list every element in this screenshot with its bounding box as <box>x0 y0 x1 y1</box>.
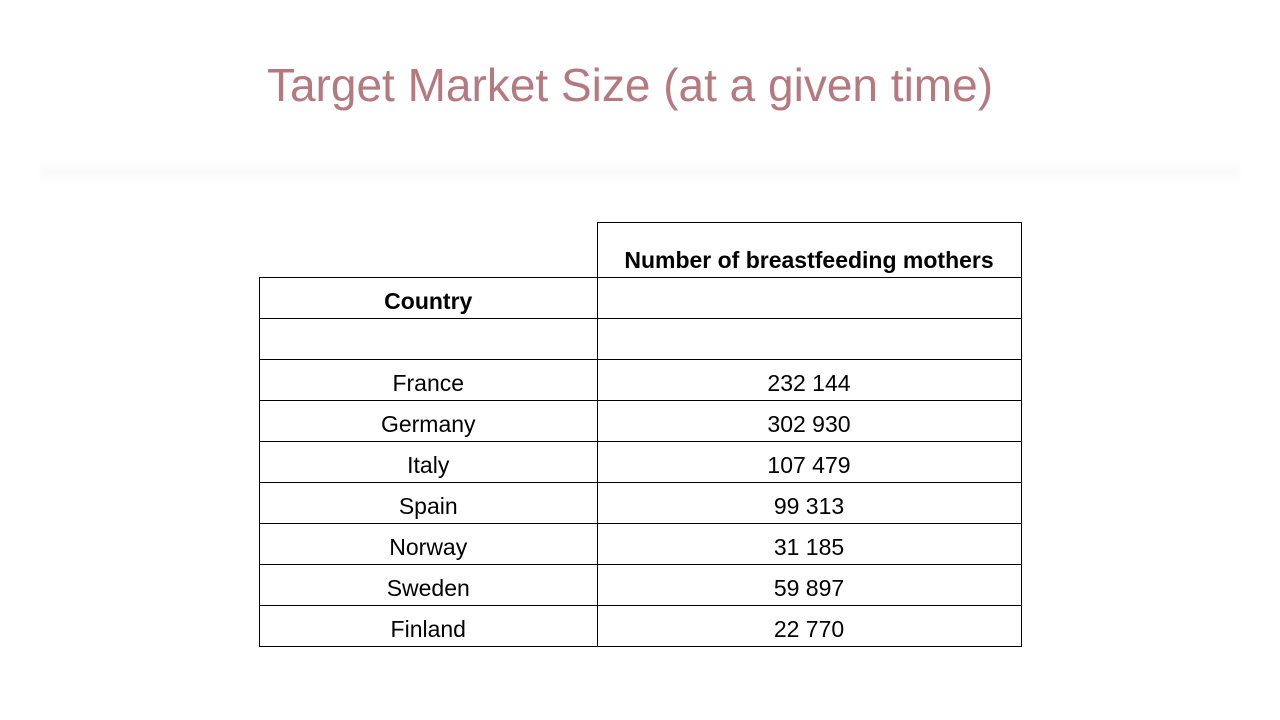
mothers-cell: 302 930 <box>596 400 1022 442</box>
slide-title: Target Market Size (at a given time) <box>266 59 994 111</box>
mothers-cell: 107 479 <box>596 441 1022 483</box>
value-column-header-label: Number of breastfeeding mothers <box>624 247 994 273</box>
table-header-row: Number of breastfeeding mothers <box>259 222 1022 278</box>
table-row: Italy 107 479 <box>259 441 1022 483</box>
mothers-cell: 59 897 <box>596 564 1022 606</box>
country-cell: Germany <box>259 400 598 442</box>
market-size-table: Number of breastfeeding mothers Country … <box>259 222 1022 647</box>
country-cell: Finland <box>259 605 598 647</box>
country-label: Norway <box>389 534 468 560</box>
mothers-cell: 31 185 <box>596 523 1022 565</box>
country-cell: Spain <box>259 482 598 524</box>
country-label: Spain <box>398 493 458 519</box>
table-row: Norway 31 185 <box>259 523 1022 565</box>
table-row: France 232 144 <box>259 359 1022 401</box>
country-column-header-label: Country <box>384 288 473 314</box>
empty-cell <box>596 318 1022 360</box>
mothers-value: 232 144 <box>767 370 851 396</box>
mothers-value: 31 185 <box>773 534 845 560</box>
table-row: Sweden 59 897 <box>259 564 1022 606</box>
mothers-value: 99 313 <box>773 493 845 519</box>
table-header-row: Country <box>259 277 1022 319</box>
mothers-value: 302 930 <box>767 411 851 437</box>
country-column-header: Country <box>259 277 598 319</box>
mothers-value: 107 479 <box>767 452 851 478</box>
mothers-value: 59 897 <box>773 575 845 601</box>
country-cell: Sweden <box>259 564 598 606</box>
table-row: Finland 22 770 <box>259 605 1022 647</box>
table-row-empty <box>259 318 1022 360</box>
country-cell: Italy <box>259 441 598 483</box>
country-label: Germany <box>380 411 476 437</box>
mothers-value: 22 770 <box>773 616 845 642</box>
title-divider-shadow <box>40 168 1240 180</box>
country-cell: France <box>259 359 598 401</box>
mothers-cell: 22 770 <box>596 605 1022 647</box>
country-label: Finland <box>390 616 466 642</box>
empty-cell <box>596 277 1022 319</box>
empty-corner-cell <box>259 222 598 278</box>
country-cell: Norway <box>259 523 598 565</box>
value-column-header: Number of breastfeeding mothers <box>596 222 1022 278</box>
mothers-cell: 99 313 <box>596 482 1022 524</box>
mothers-cell: 232 144 <box>596 359 1022 401</box>
table-row: Spain 99 313 <box>259 482 1022 524</box>
country-label: Sweden <box>386 575 470 601</box>
country-label: France <box>392 370 465 396</box>
country-label: Italy <box>407 452 450 478</box>
table-row: Germany 302 930 <box>259 400 1022 442</box>
empty-cell <box>259 318 598 360</box>
